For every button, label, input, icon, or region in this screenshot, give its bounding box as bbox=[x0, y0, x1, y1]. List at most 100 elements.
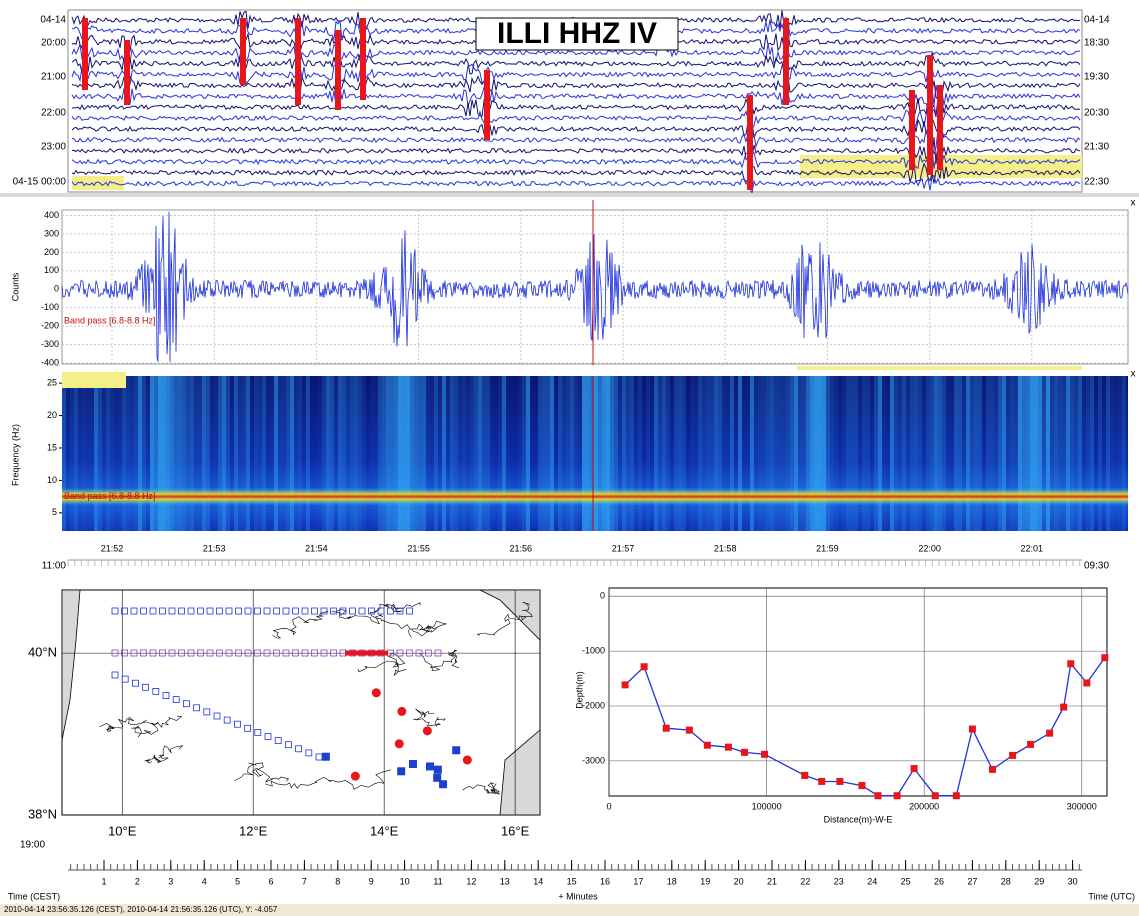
spectrogram-column bbox=[66, 376, 70, 531]
spectrogram-column bbox=[282, 376, 286, 531]
depth-marker bbox=[968, 725, 976, 733]
spectrogram-column bbox=[1030, 376, 1034, 531]
time-label: 22:00 bbox=[41, 108, 66, 119]
spectrogram-column bbox=[378, 376, 382, 531]
spectrogram-panel: 5 10 15 20 25 21:52 21:53 21:54 21:55 21:56 21:57 2… bbox=[10, 366, 1136, 553]
spectrogram-column bbox=[106, 376, 110, 531]
station-track bbox=[415, 649, 423, 657]
depth-marker bbox=[1101, 654, 1109, 662]
spectrogram-column bbox=[1042, 376, 1046, 531]
station-marker bbox=[439, 780, 448, 789]
close-button[interactable]: x bbox=[1131, 198, 1136, 209]
spectrogram-column bbox=[650, 376, 654, 531]
spectrogram-column bbox=[394, 376, 398, 531]
axis-label: Time (UTC) bbox=[1088, 891, 1135, 901]
x-tick-label: 100000 bbox=[752, 801, 782, 811]
spectrogram-column bbox=[474, 376, 478, 531]
station-track bbox=[339, 607, 347, 615]
spectrogram-column bbox=[254, 376, 258, 531]
x-tick-label: 11 bbox=[433, 876, 442, 886]
spectrogram-column bbox=[78, 376, 82, 531]
spectrogram-column bbox=[806, 376, 810, 531]
bathymetry-contour bbox=[462, 782, 501, 795]
depth-marker bbox=[640, 663, 648, 671]
spectrogram-column bbox=[902, 376, 906, 531]
spectrogram-column bbox=[982, 376, 986, 531]
station-track bbox=[274, 737, 282, 744]
x-tick-label: 29 bbox=[1034, 876, 1044, 886]
spectrogram-column bbox=[1122, 376, 1126, 531]
spectrogram-column bbox=[70, 376, 74, 531]
spectrogram-column bbox=[238, 376, 242, 531]
spectrogram-column bbox=[854, 376, 858, 531]
station-track bbox=[377, 607, 385, 615]
spectrogram-column bbox=[126, 376, 130, 531]
spectrogram-column bbox=[698, 376, 702, 531]
spectrogram-column bbox=[386, 376, 390, 531]
spectrogram-column bbox=[1106, 376, 1110, 531]
station-marker bbox=[321, 752, 330, 761]
spectrogram-column bbox=[974, 376, 978, 531]
station-track bbox=[254, 649, 261, 657]
spectrogram-column bbox=[462, 376, 466, 531]
spectrogram-column bbox=[638, 376, 642, 531]
spectrogram-column bbox=[62, 376, 66, 531]
spectrogram-column bbox=[998, 376, 1002, 531]
x-tick-label: 12 bbox=[466, 876, 476, 886]
x-tick-label: 21:59 bbox=[816, 543, 839, 553]
spectrogram-column bbox=[674, 376, 678, 531]
y-tick-label: -2000 bbox=[582, 700, 605, 710]
spectrogram-column bbox=[174, 376, 178, 531]
spectrogram-column bbox=[862, 376, 866, 531]
spectrogram-column bbox=[558, 376, 562, 531]
depth-marker bbox=[1009, 751, 1017, 759]
x-tick-label: 14°E bbox=[370, 823, 399, 838]
spectrogram-column bbox=[150, 376, 154, 531]
spectrogram-column bbox=[1078, 376, 1082, 531]
depth-marker bbox=[874, 792, 882, 800]
spectrogram-column bbox=[246, 376, 250, 531]
spectrogram-column bbox=[690, 376, 694, 531]
spectrogram-column bbox=[1066, 376, 1070, 531]
spectrogram-column bbox=[842, 376, 846, 531]
spectrogram-column bbox=[894, 376, 898, 531]
spectrogram-column bbox=[734, 376, 738, 531]
spectrogram-column bbox=[1090, 376, 1094, 531]
close-button[interactable]: x bbox=[1131, 369, 1136, 380]
spectrogram-column bbox=[934, 376, 938, 531]
spectrogram-column bbox=[886, 376, 890, 531]
spectrogram-column bbox=[82, 376, 86, 531]
depth-marker bbox=[1083, 679, 1091, 687]
event-pick bbox=[82, 18, 88, 90]
filter-label: Band pass [6.8-8.8 Hz] bbox=[64, 315, 156, 325]
spectrogram-column bbox=[718, 376, 722, 531]
depth-marker bbox=[741, 748, 749, 756]
y-tick-label: 20 bbox=[47, 410, 57, 420]
spectrogram-column bbox=[834, 376, 838, 531]
waveform-trace bbox=[61, 211, 1129, 363]
spectrogram-column bbox=[1058, 376, 1062, 531]
spectrogram-column bbox=[542, 376, 546, 531]
spectrogram-column bbox=[430, 376, 434, 531]
depth-marker bbox=[761, 750, 769, 758]
highlight bbox=[797, 366, 1082, 370]
x-tick-label: 7 bbox=[302, 876, 307, 886]
station-marker bbox=[452, 746, 461, 755]
depth-marker bbox=[662, 724, 670, 732]
spectrogram-column bbox=[662, 376, 666, 531]
x-tick-label: 22:00 bbox=[918, 543, 941, 553]
event-pick bbox=[295, 18, 301, 105]
x-tick-label: 13 bbox=[500, 876, 510, 886]
spectrogram-column bbox=[454, 376, 458, 531]
time-label: 21:30 bbox=[1084, 142, 1109, 153]
spectrogram-column bbox=[102, 376, 106, 531]
station-track bbox=[178, 607, 185, 615]
axis-label: Distance(m)-W-E bbox=[824, 814, 893, 824]
spectrogram-column bbox=[130, 376, 134, 531]
x-tick-label: 17 bbox=[633, 876, 643, 886]
event-pick bbox=[927, 55, 933, 175]
depth-marker bbox=[1046, 729, 1054, 737]
spectrogram-column bbox=[622, 376, 626, 531]
spectrogram-column bbox=[190, 376, 194, 531]
spectrogram-column bbox=[918, 376, 922, 531]
